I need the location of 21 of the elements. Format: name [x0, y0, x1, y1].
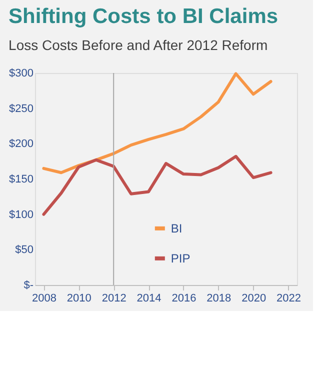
y-tick-label: $200 — [9, 138, 34, 150]
y-tick-label: $100 — [9, 208, 34, 221]
legend-label: BI — [170, 221, 182, 236]
y-tick-label: $150 — [9, 174, 34, 186]
x-tick-label: 2008 — [32, 292, 56, 304]
y-tick-label: $250 — [9, 102, 34, 115]
y-tick-label: $50 — [15, 244, 34, 256]
y-tick-label: $300 — [9, 68, 34, 80]
x-tick-label: 2012 — [102, 292, 126, 304]
x-tick-label: 2010 — [66, 292, 92, 304]
x-tick-label: 2018 — [206, 292, 232, 304]
x-tick-label: 2014 — [136, 292, 162, 304]
y-tick-label: $- — [24, 280, 34, 292]
legend-label: PIP — [170, 251, 190, 266]
line-series — [42, 72, 272, 174]
x-tick-label: 2016 — [172, 292, 196, 304]
chart-subtitle: Loss Costs Before and After 2012 Reform — [8, 37, 268, 53]
x-tick-label: 2020 — [242, 292, 266, 304]
line-series — [42, 154, 272, 216]
x-tick-label: 2022 — [276, 292, 302, 304]
chart-title: Shifting Costs to BI Claims — [8, 5, 278, 28]
